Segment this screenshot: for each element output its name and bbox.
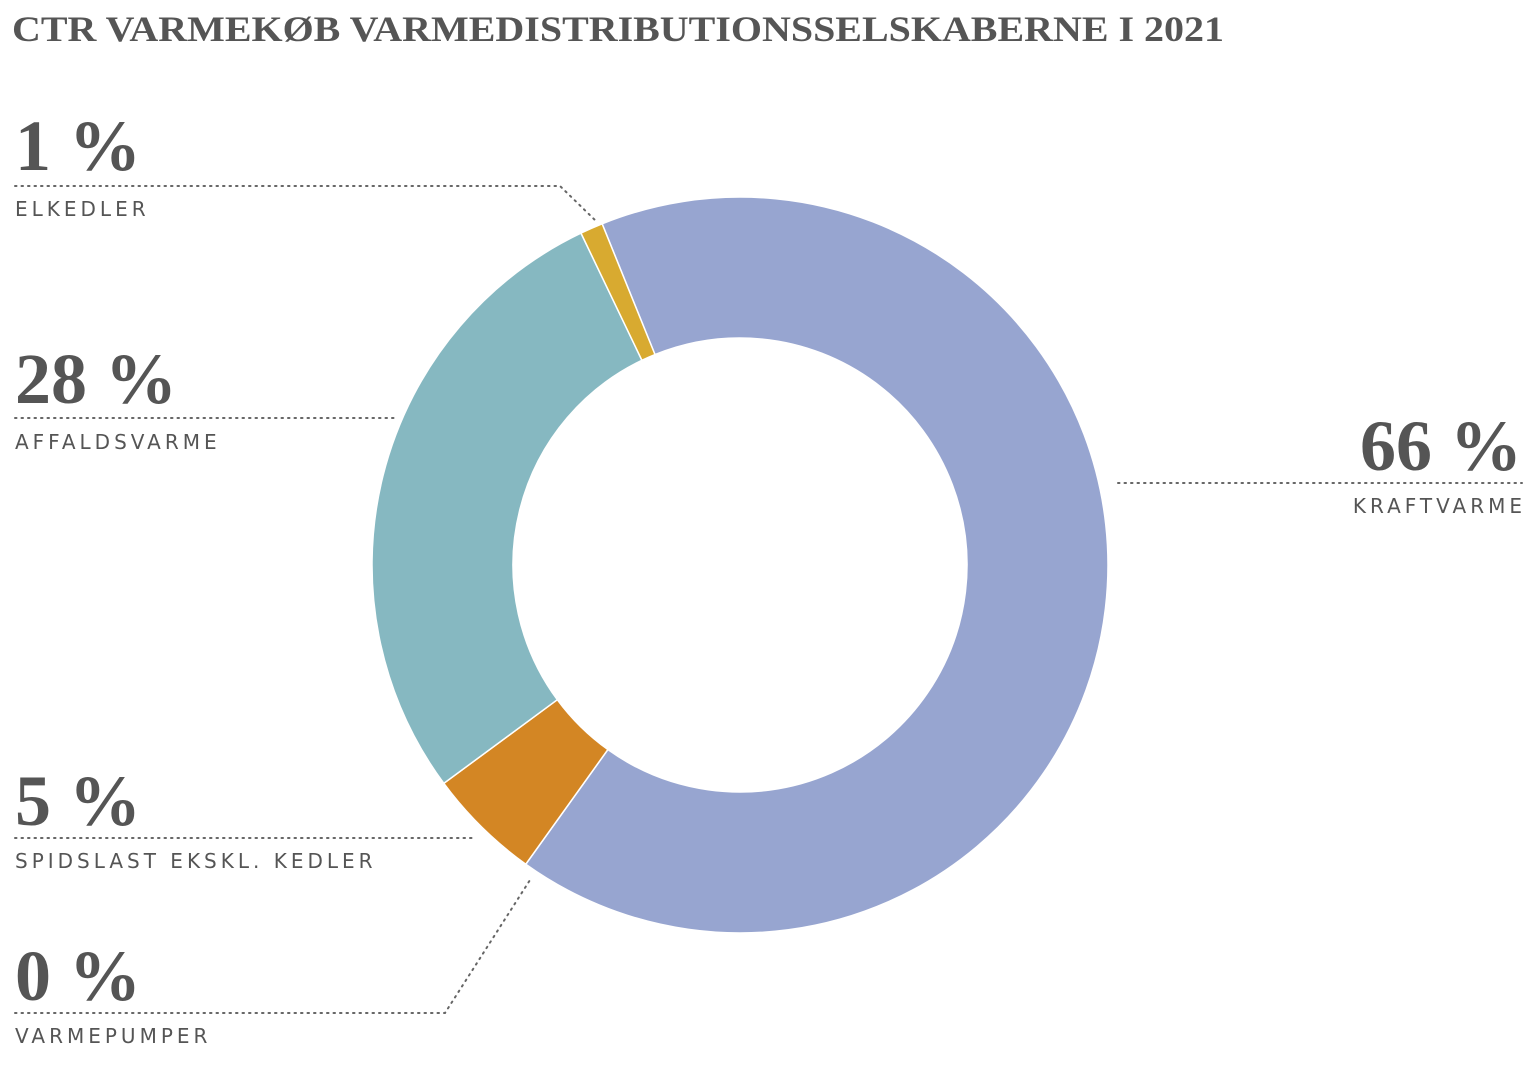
value-label: 5 % xyxy=(15,761,141,841)
category-label: ELKEDLER xyxy=(15,197,150,221)
leader-line xyxy=(14,879,531,1014)
donut-segment xyxy=(371,232,643,785)
value-label: 1 % xyxy=(15,106,141,186)
category-label: VARMEPUMPER xyxy=(15,1024,211,1048)
chart-title: CTR VARMEKØB VARMEDISTRIBUTIONSSELSKABER… xyxy=(12,9,1224,49)
category-label: AFFALDSVARME xyxy=(15,430,221,454)
donut-segment xyxy=(579,222,656,362)
category-label: SPIDSLAST EKSKL. KEDLER xyxy=(15,849,377,873)
value-label: 28 % xyxy=(15,339,177,419)
value-label: 66 % xyxy=(1360,406,1522,486)
donut-segment xyxy=(524,196,1109,934)
leader-line xyxy=(14,185,598,223)
value-label: 0 % xyxy=(15,936,141,1016)
category-label: KRAFTVARME xyxy=(1353,494,1526,518)
